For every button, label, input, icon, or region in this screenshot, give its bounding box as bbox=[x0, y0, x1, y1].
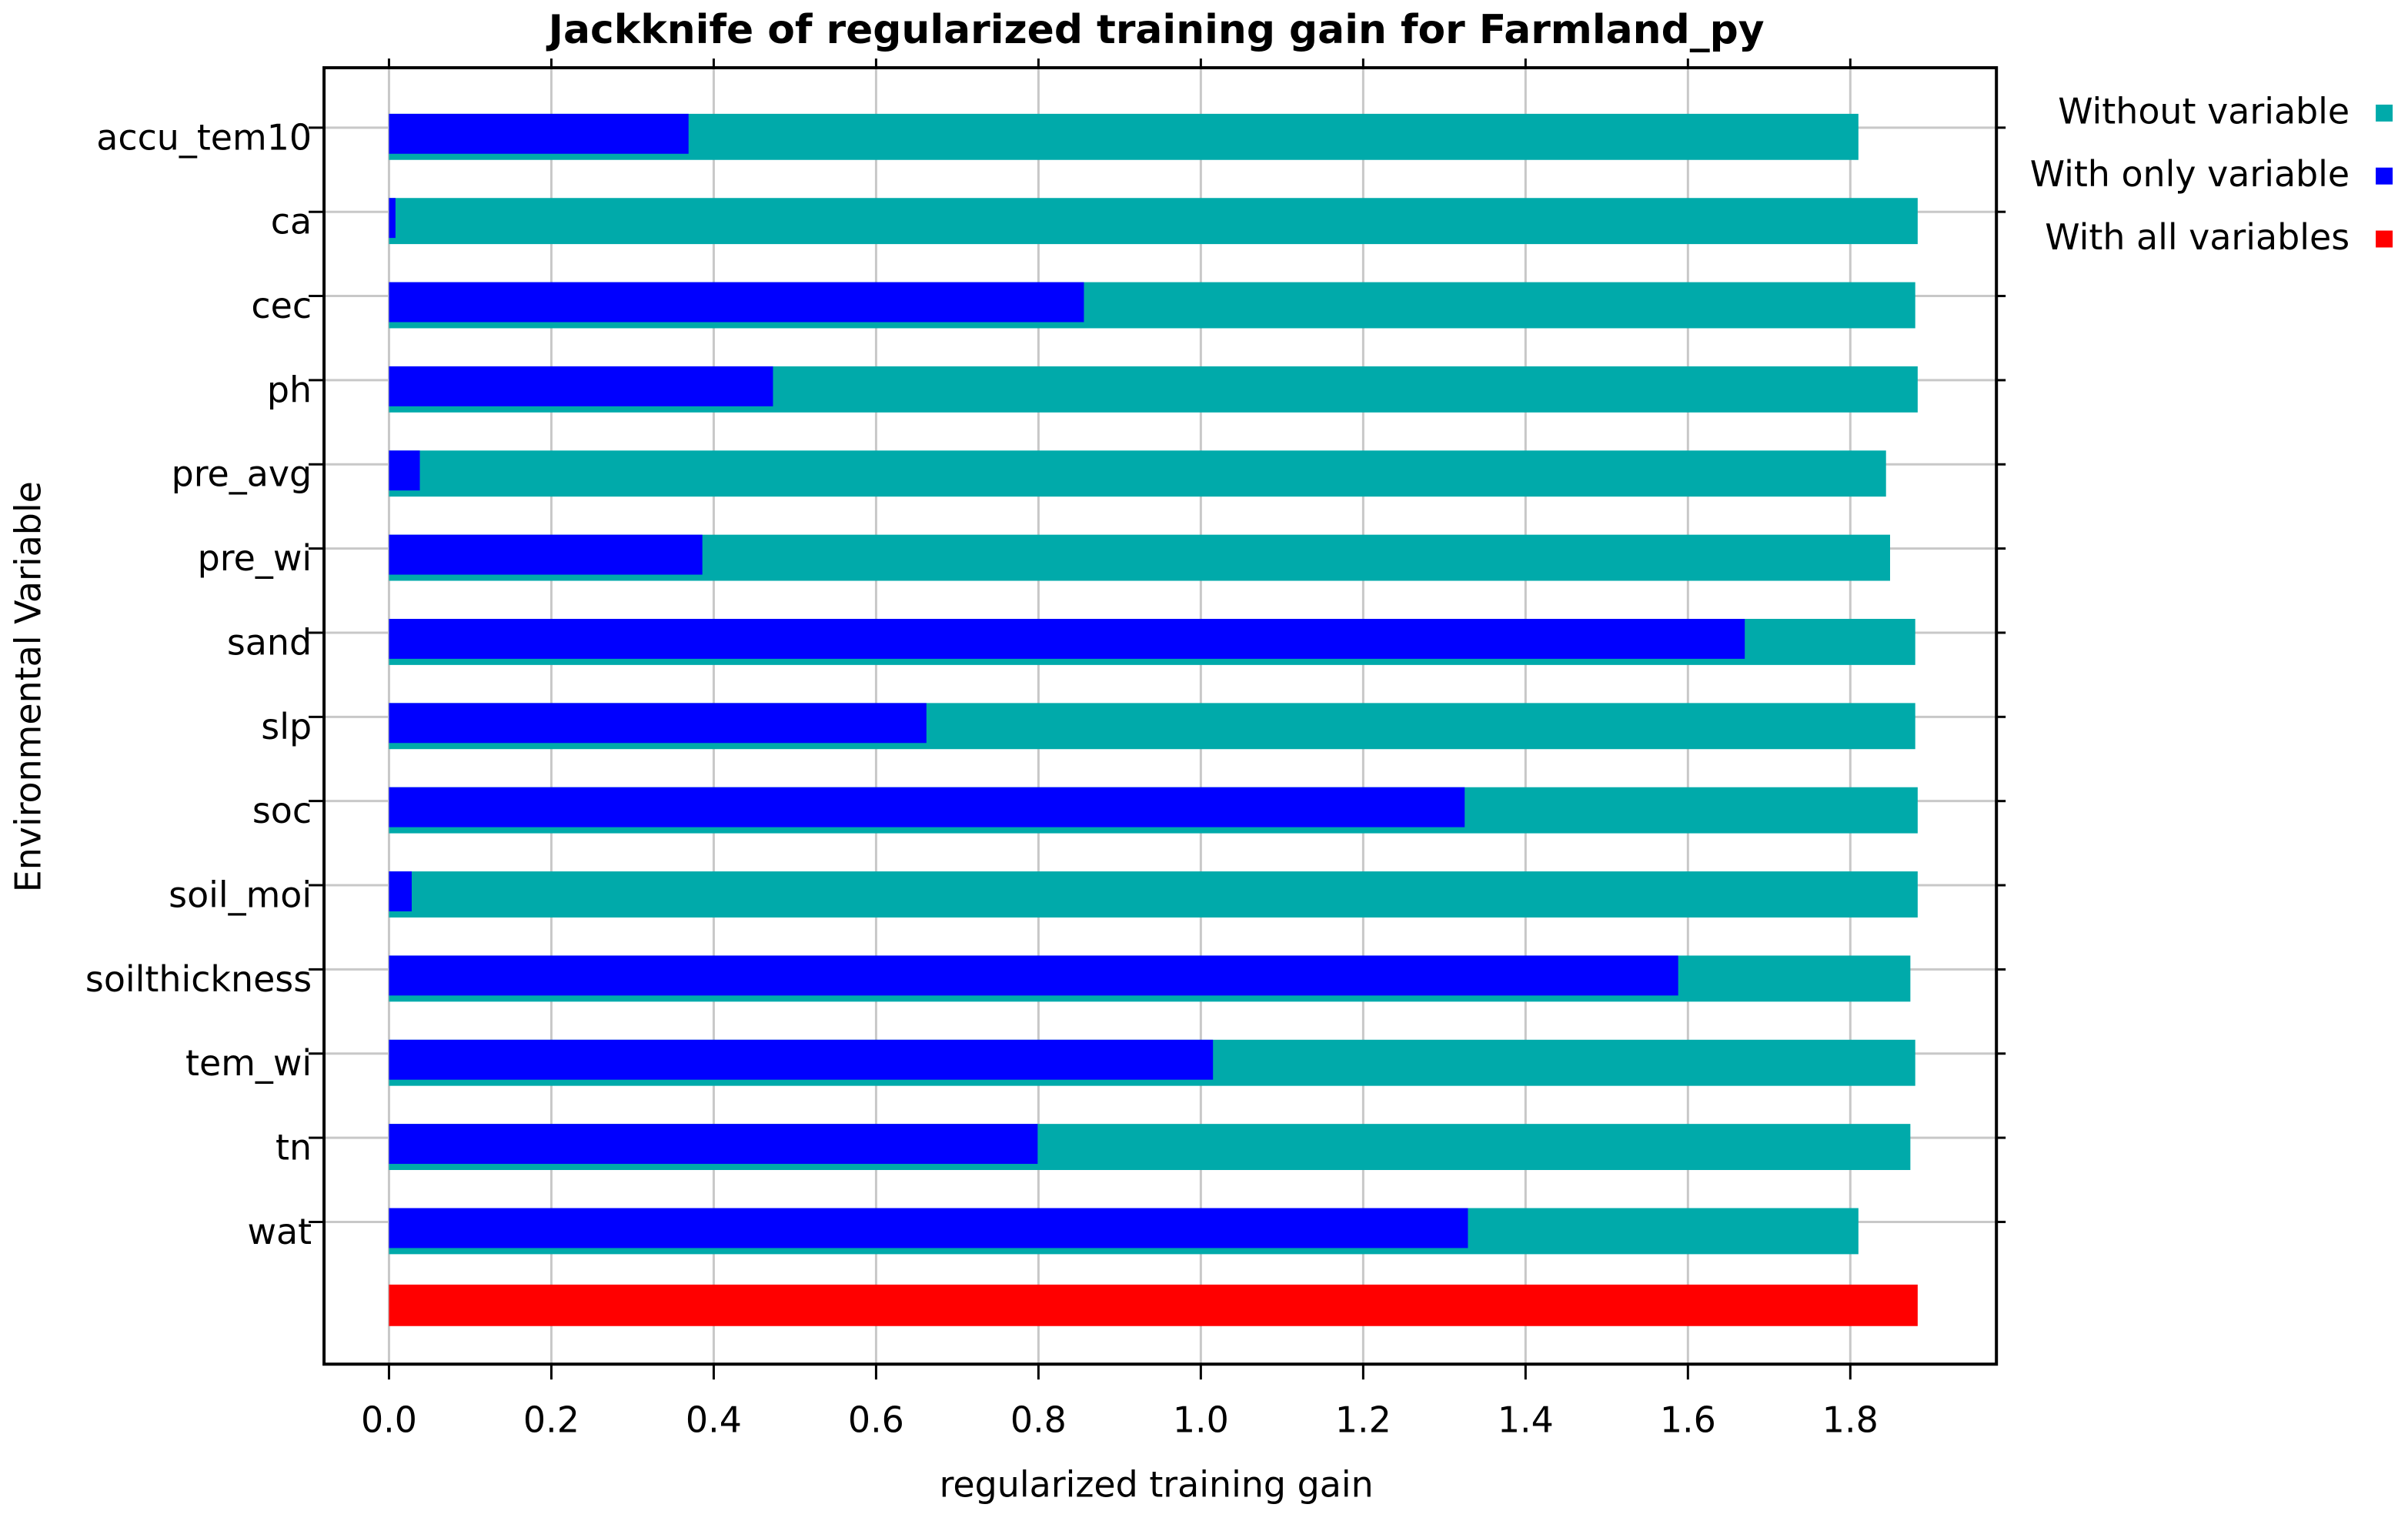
bar bbox=[389, 113, 689, 154]
bar bbox=[389, 282, 1084, 323]
bar bbox=[389, 619, 1745, 659]
x-tick-label: 0.6 bbox=[848, 1399, 904, 1441]
chart-title: Jackknife of regularized training gain f… bbox=[546, 7, 1765, 53]
bar bbox=[389, 450, 1886, 497]
x-tick-label: 1.0 bbox=[1173, 1399, 1229, 1441]
x-tick-label: 0.8 bbox=[1010, 1399, 1067, 1441]
bar bbox=[389, 703, 927, 744]
legend-swatch bbox=[2376, 230, 2393, 248]
bar bbox=[389, 534, 703, 575]
y-tick-label: cec bbox=[251, 285, 312, 326]
y-tick-label: accu_tem10 bbox=[96, 116, 312, 158]
x-tick-label: 1.6 bbox=[1660, 1399, 1716, 1441]
legend-label: With all variables bbox=[2045, 216, 2350, 258]
bar bbox=[389, 871, 412, 911]
legend-swatch bbox=[2376, 104, 2393, 122]
y-tick-label: soilthickness bbox=[85, 958, 312, 1000]
y-axis-title: Environmental Variable bbox=[7, 481, 48, 892]
bar bbox=[389, 1039, 1214, 1080]
x-tick-label: 1.8 bbox=[1822, 1399, 1879, 1441]
x-tick-label: 0.2 bbox=[523, 1399, 579, 1441]
y-tick-label: pre_avg bbox=[172, 453, 312, 495]
legend-swatch bbox=[2376, 167, 2393, 185]
y-tick-label: ph bbox=[267, 369, 312, 410]
y-tick-label: tem_wi bbox=[185, 1042, 312, 1084]
y-tick-label: soil_moi bbox=[169, 874, 312, 916]
y-tick-label: wat bbox=[247, 1211, 312, 1252]
y-tick-label: sand bbox=[227, 621, 312, 663]
x-tick-label: 0.0 bbox=[361, 1399, 417, 1441]
bar bbox=[389, 871, 1918, 918]
y-tick-label: ca bbox=[271, 201, 312, 242]
x-tick-label: 1.4 bbox=[1498, 1399, 1554, 1441]
bar bbox=[389, 955, 1678, 996]
y-tick-label: tn bbox=[276, 1127, 312, 1168]
bar bbox=[389, 1284, 1918, 1326]
bar bbox=[389, 787, 1465, 827]
legend-label: Without variable bbox=[2058, 90, 2350, 132]
bar bbox=[389, 198, 396, 239]
y-tick-label: slp bbox=[261, 706, 312, 747]
x-tick-label: 1.2 bbox=[1335, 1399, 1391, 1441]
bar bbox=[389, 450, 420, 491]
bar bbox=[389, 366, 773, 406]
plot-frame bbox=[322, 66, 1999, 1366]
y-tick-label: soc bbox=[252, 790, 312, 831]
bar bbox=[389, 198, 1918, 245]
bar bbox=[389, 1124, 1038, 1165]
x-axis-title: regularized training gain bbox=[940, 1463, 1374, 1505]
x-tick-label: 0.4 bbox=[686, 1399, 742, 1441]
bar bbox=[389, 1208, 1468, 1249]
legend-label: With only variable bbox=[2030, 153, 2350, 195]
y-tick-label: pre_wi bbox=[198, 537, 312, 579]
